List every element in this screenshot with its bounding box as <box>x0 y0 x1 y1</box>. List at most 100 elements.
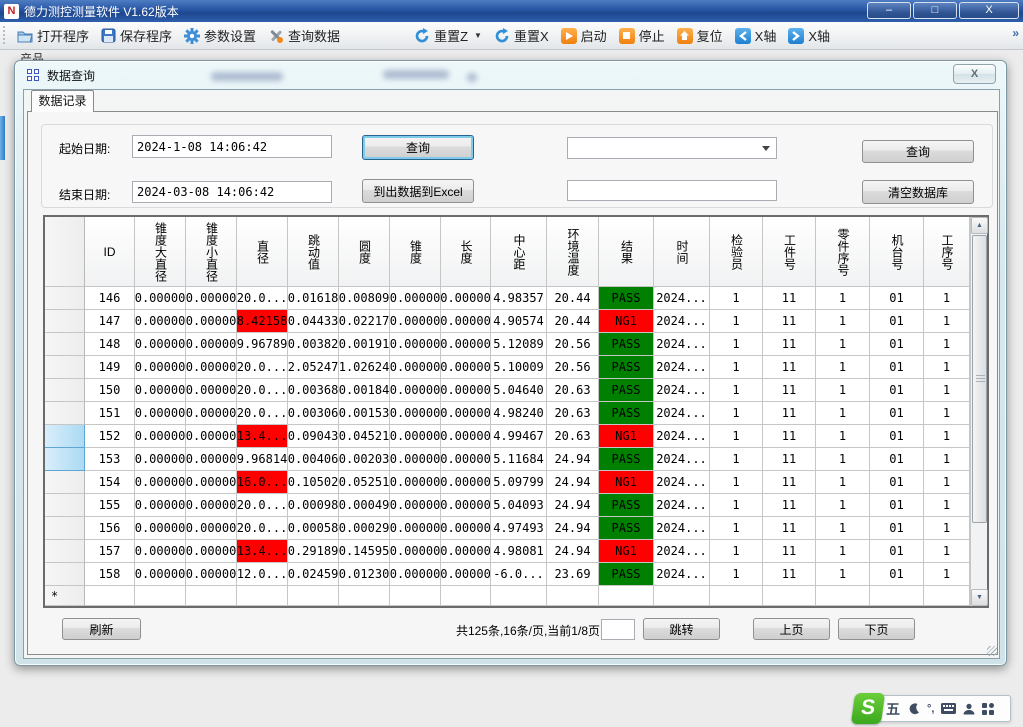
table-cell[interactable]: 0.00000 <box>135 448 186 471</box>
table-cell[interactable]: 01 <box>870 402 924 425</box>
dialog-close-button[interactable]: X <box>953 64 996 84</box>
table-cell[interactable]: 4.99467 <box>491 425 547 448</box>
table-cell[interactable]: 1 <box>816 494 870 517</box>
table-cell[interactable]: 1 <box>924 494 970 517</box>
table-cell[interactable]: 0.00000 <box>390 310 441 333</box>
table-cell[interactable]: 0.05251 <box>339 471 390 494</box>
table-cell[interactable]: 01 <box>870 287 924 310</box>
row-header[interactable] <box>45 494 85 517</box>
table-cell[interactable]: 2024... <box>654 540 710 563</box>
table-cell[interactable]: 1 <box>710 425 763 448</box>
table-cell[interactable]: 1 <box>816 517 870 540</box>
table-cell[interactable]: 0.00203 <box>339 448 390 471</box>
query-button[interactable]: 查询 <box>362 135 474 160</box>
table-cell[interactable] <box>816 586 870 606</box>
table-cell[interactable]: 11 <box>763 494 816 517</box>
table-cell[interactable]: 11 <box>763 517 816 540</box>
sogou-logo-icon[interactable]: S <box>850 693 886 724</box>
close-button[interactable]: X <box>959 2 1019 19</box>
table-cell[interactable]: 0.00058 <box>288 517 339 540</box>
table-cell[interactable]: 2024... <box>654 471 710 494</box>
table-cell[interactable]: 01 <box>870 448 924 471</box>
table-cell[interactable]: 0.00029 <box>339 517 390 540</box>
table-cell[interactable]: 156 <box>85 517 135 540</box>
scroll-up-button[interactable]: ▲ <box>971 217 988 234</box>
table-cell[interactable]: 0.00000 <box>186 333 237 356</box>
table-cell[interactable]: 0.00000 <box>186 379 237 402</box>
table-cell[interactable] <box>870 586 924 606</box>
table-cell[interactable]: 1 <box>924 425 970 448</box>
prev-page-button[interactable]: 上页 <box>753 618 830 640</box>
table-cell[interactable]: 1 <box>710 471 763 494</box>
table-cell[interactable]: 11 <box>763 402 816 425</box>
table-cell[interactable]: 0.00000 <box>441 494 491 517</box>
table-cell[interactable]: 11 <box>763 448 816 471</box>
table-cell[interactable]: 0.00000 <box>441 517 491 540</box>
page-number-input[interactable] <box>601 619 635 640</box>
row-header[interactable] <box>45 402 85 425</box>
table-cell[interactable]: 1 <box>710 540 763 563</box>
x-axis-left-button[interactable]: X轴 <box>729 23 783 48</box>
user-icon[interactable] <box>963 703 975 715</box>
table-cell[interactable]: 0.00000 <box>135 425 186 448</box>
table-cell[interactable]: 11 <box>763 379 816 402</box>
table-cell[interactable]: 0.00000 <box>441 333 491 356</box>
table-cell[interactable]: 24.94 <box>547 540 599 563</box>
table-cell[interactable]: 01 <box>870 333 924 356</box>
table-cell[interactable]: 0.00000 <box>135 310 186 333</box>
table-cell[interactable]: NG1 <box>599 310 654 333</box>
query-data-button[interactable]: 查询数据 <box>262 23 346 48</box>
toolbar-overflow-chevron[interactable]: » <box>1012 26 1019 40</box>
table-cell[interactable]: 1 <box>710 563 763 586</box>
table-cell[interactable]: -6.0... <box>491 563 547 586</box>
reset-z-button[interactable]: 重置Z ▼ <box>408 23 488 48</box>
column-header-10[interactable]: 结果 <box>599 217 654 287</box>
table-cell[interactable]: 0.00000 <box>390 471 441 494</box>
table-cell[interactable]: 01 <box>870 517 924 540</box>
table-cell[interactable]: 01 <box>870 425 924 448</box>
table-cell[interactable]: 20.0... <box>237 287 288 310</box>
table-cell[interactable]: 0.29189 <box>288 540 339 563</box>
table-cell[interactable]: 149 <box>85 356 135 379</box>
jump-button[interactable]: 跳转 <box>643 618 720 640</box>
table-cell[interactable]: 11 <box>763 563 816 586</box>
row-header[interactable] <box>45 425 85 448</box>
table-cell[interactable]: 0.01230 <box>339 563 390 586</box>
table-cell[interactable]: 0.10502 <box>288 471 339 494</box>
table-cell[interactable]: PASS <box>599 402 654 425</box>
table-cell[interactable]: PASS <box>599 563 654 586</box>
table-cell[interactable] <box>85 586 135 606</box>
table-cell[interactable]: 1 <box>924 448 970 471</box>
table-cell[interactable]: 1 <box>710 356 763 379</box>
column-header-12[interactable]: 检验员 <box>710 217 763 287</box>
table-cell[interactable]: 0.01618 <box>288 287 339 310</box>
table-cell[interactable]: 153 <box>85 448 135 471</box>
table-cell[interactable]: 01 <box>870 356 924 379</box>
table-cell[interactable]: 24.94 <box>547 517 599 540</box>
table-cell[interactable]: 4.98357 <box>491 287 547 310</box>
table-cell[interactable]: 20.0... <box>237 517 288 540</box>
table-cell[interactable]: 0.00000 <box>186 540 237 563</box>
table-cell[interactable]: 4.98081 <box>491 540 547 563</box>
table-cell[interactable]: 20.0... <box>237 356 288 379</box>
table-cell[interactable]: 2024... <box>654 494 710 517</box>
table-cell[interactable]: 11 <box>763 310 816 333</box>
table-cell[interactable]: 01 <box>870 494 924 517</box>
table-cell[interactable]: 0.00098 <box>288 494 339 517</box>
table-cell[interactable]: 1 <box>816 310 870 333</box>
table-cell[interactable]: 1 <box>710 448 763 471</box>
table-cell[interactable]: 0.00000 <box>390 425 441 448</box>
table-cell[interactable]: PASS <box>599 517 654 540</box>
table-cell[interactable]: 5.11684 <box>491 448 547 471</box>
column-header-6[interactable]: 锥度 <box>390 217 441 287</box>
table-cell[interactable]: 0.00000 <box>390 517 441 540</box>
refresh-button[interactable]: 刷新 <box>62 618 141 640</box>
table-cell[interactable]: 0.00000 <box>441 471 491 494</box>
column-header-4[interactable]: 跳动值 <box>288 217 339 287</box>
table-cell[interactable]: 1 <box>816 379 870 402</box>
row-header[interactable] <box>45 356 85 379</box>
table-cell[interactable]: 1 <box>924 333 970 356</box>
filter-input[interactable] <box>567 180 777 201</box>
table-cell[interactable]: 20.0... <box>237 379 288 402</box>
dialog-titlebar[interactable]: 数据查询 X <box>15 61 1006 89</box>
